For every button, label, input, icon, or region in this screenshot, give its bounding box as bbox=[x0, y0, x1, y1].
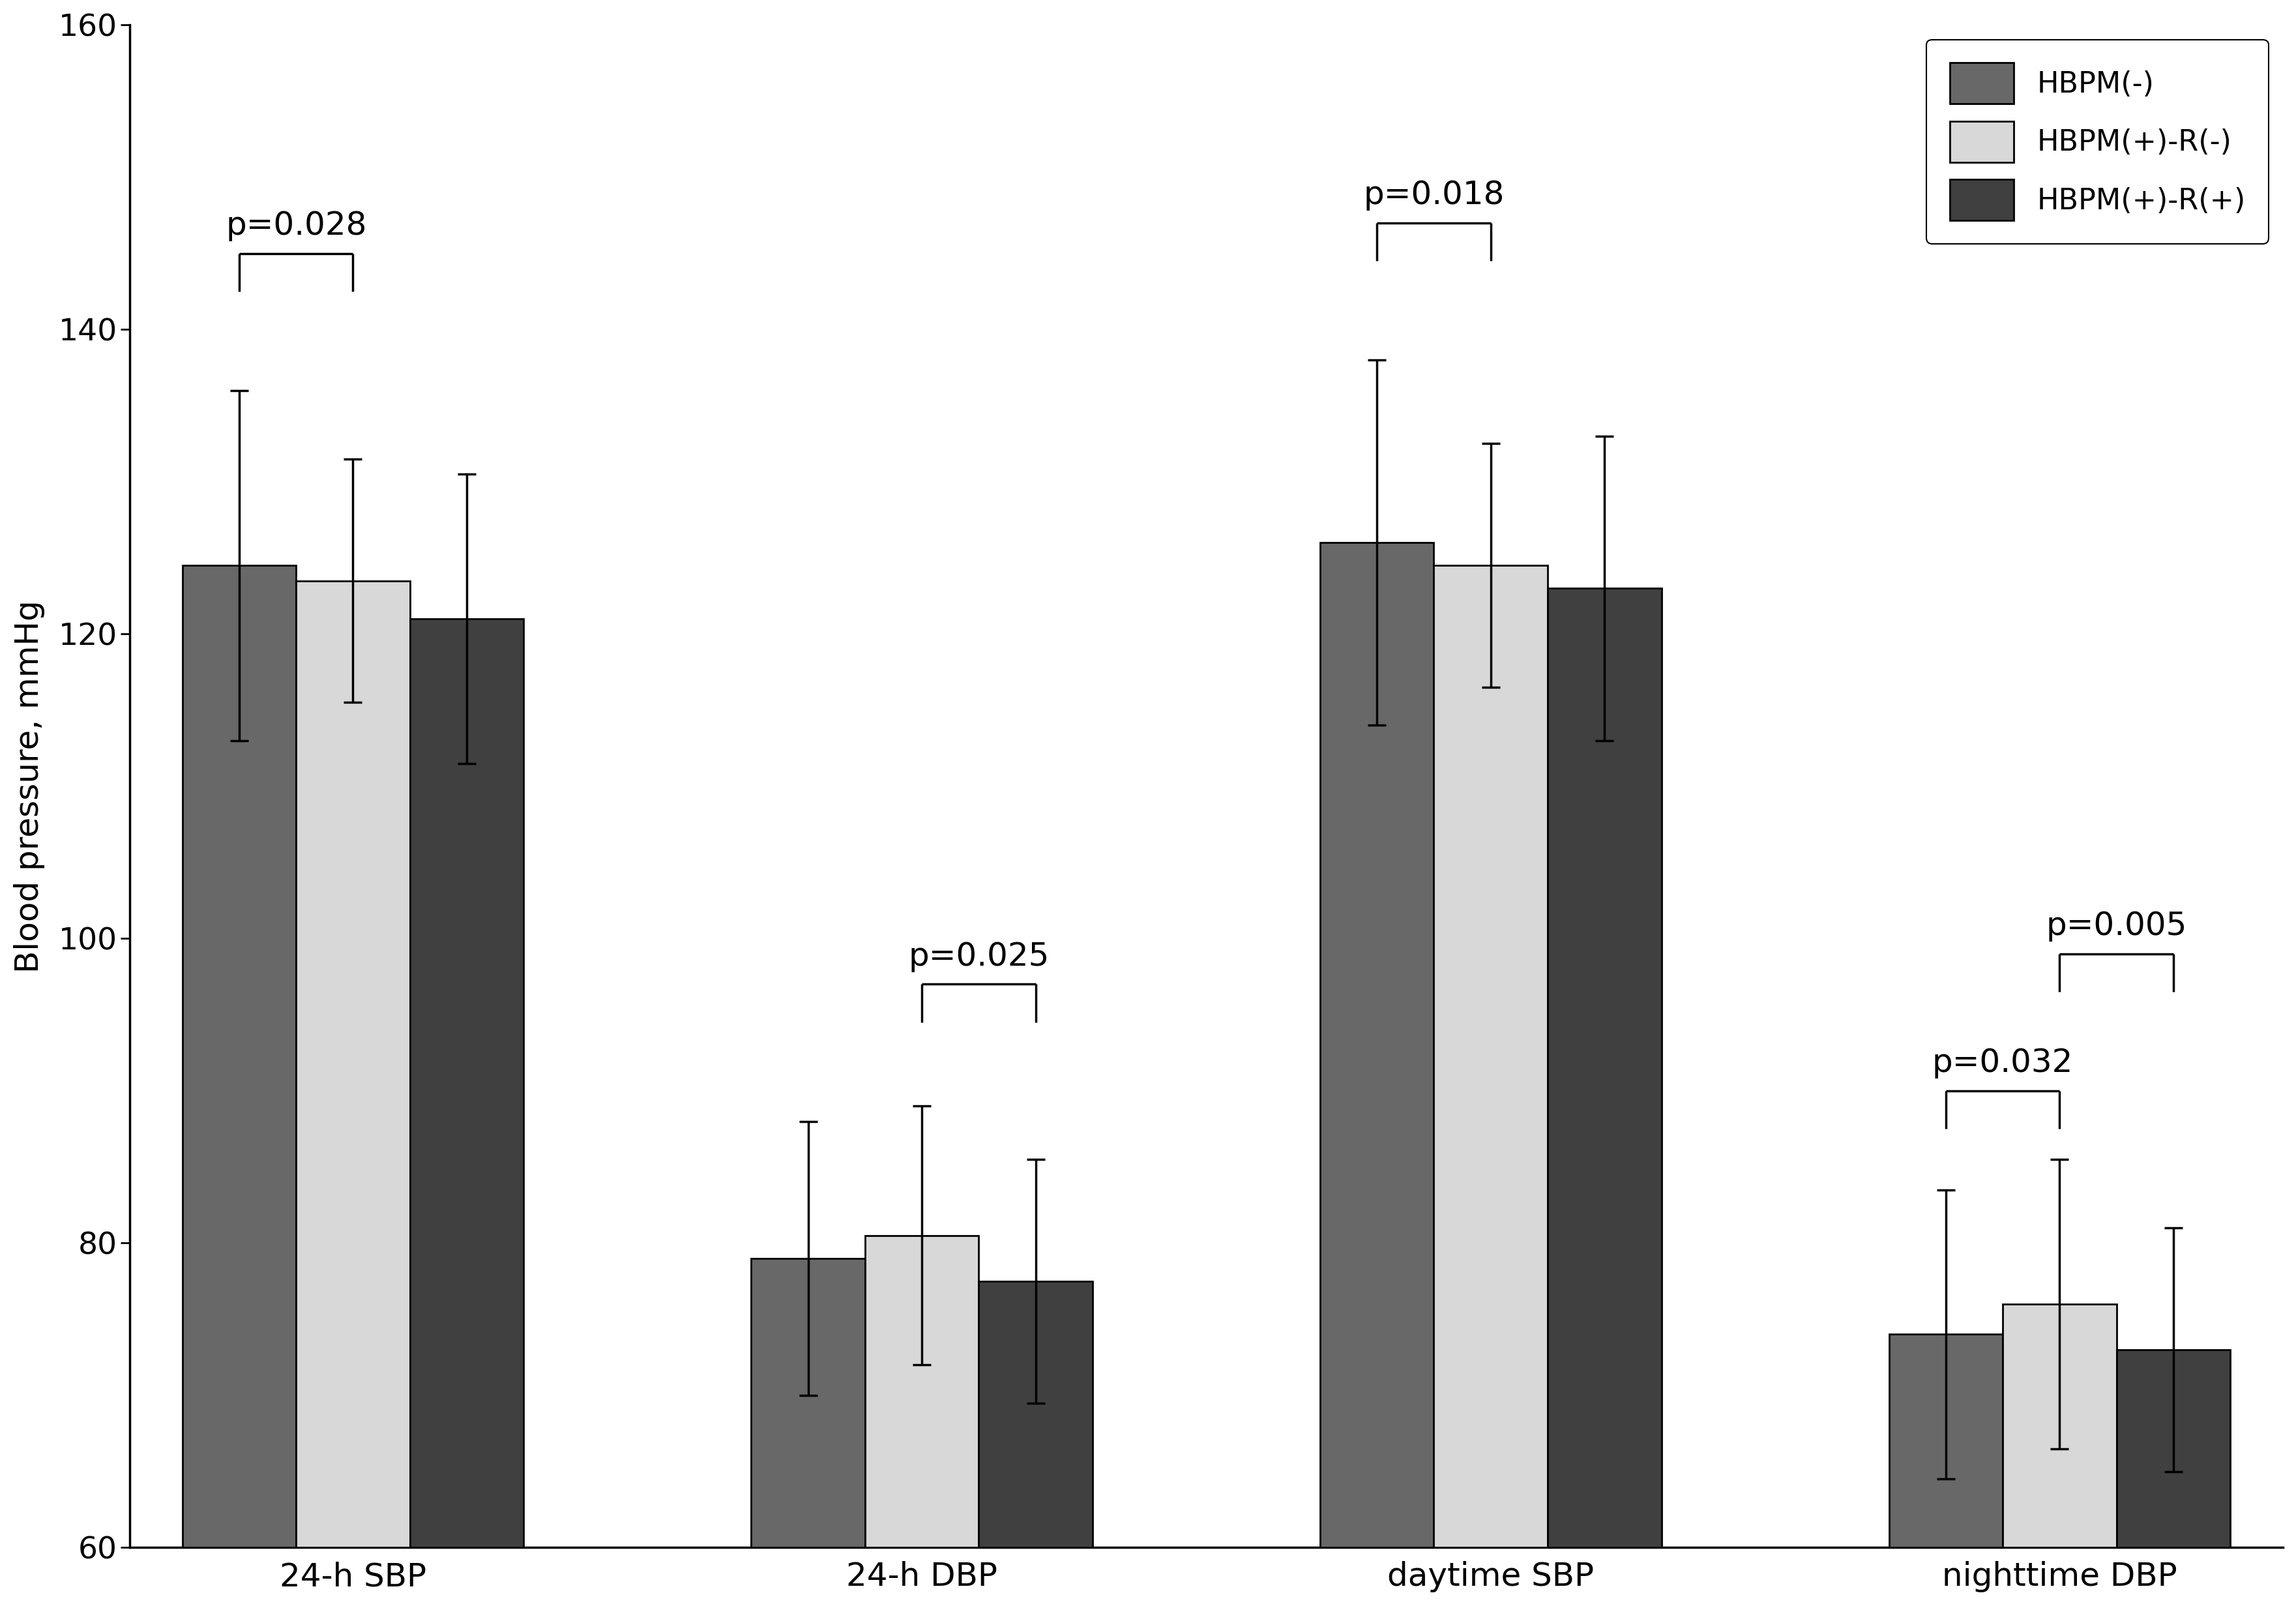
Legend: HBPM(-), HBPM(+)-R(-), HBPM(+)-R(+): HBPM(-), HBPM(+)-R(-), HBPM(+)-R(+) bbox=[1926, 40, 2268, 244]
Bar bbox=[296, 581, 409, 1548]
Bar bbox=[1320, 543, 1433, 1548]
Bar bbox=[1887, 1335, 2002, 1548]
Bar bbox=[1548, 588, 1660, 1548]
Text: p=0.028: p=0.028 bbox=[225, 210, 367, 241]
Bar bbox=[181, 565, 296, 1548]
Y-axis label: Blood pressure, mmHg: Blood pressure, mmHg bbox=[14, 601, 46, 973]
Bar bbox=[2002, 1304, 2117, 1548]
Bar bbox=[2117, 1349, 2229, 1548]
Bar bbox=[751, 1257, 866, 1548]
Bar bbox=[1433, 565, 1548, 1548]
Text: p=0.025: p=0.025 bbox=[907, 941, 1049, 972]
Bar bbox=[866, 1235, 978, 1548]
Bar bbox=[978, 1282, 1093, 1548]
Bar bbox=[409, 618, 523, 1548]
Text: p=0.018: p=0.018 bbox=[1364, 180, 1504, 210]
Text: p=0.032: p=0.032 bbox=[1931, 1047, 2073, 1079]
Text: p=0.005: p=0.005 bbox=[2046, 911, 2186, 941]
